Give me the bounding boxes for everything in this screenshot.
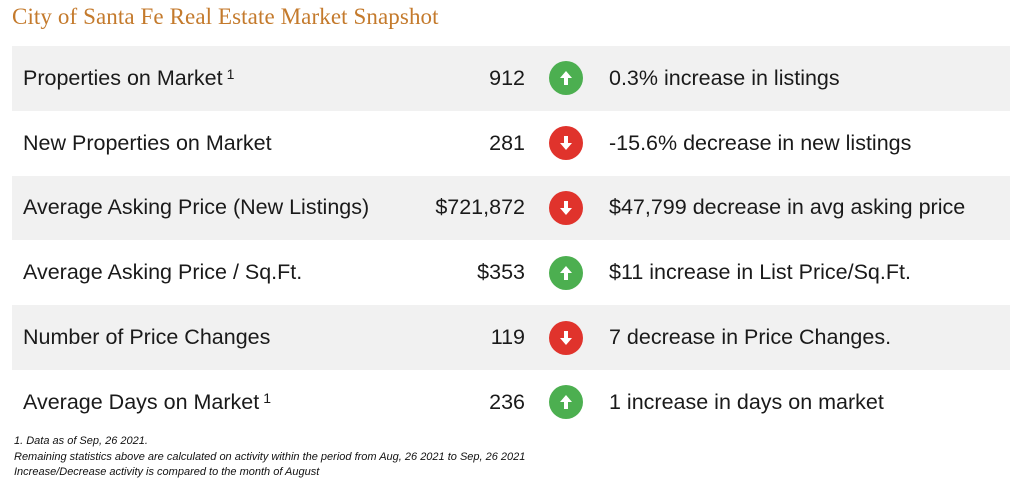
row-label-text: Properties on Market (23, 65, 223, 90)
footnotes: 1. Data as of Sep, 26 2021. Remaining st… (14, 434, 525, 481)
row-label: Average Asking Price (New Listings) (23, 176, 369, 241)
table-row: New Properties on Market 281 -15.6% decr… (12, 111, 1010, 176)
footnote-marker: 1 (263, 390, 272, 407)
arrow-down-circle-icon (549, 190, 583, 225)
row-change: -15.6% decrease in new listings (609, 130, 912, 155)
row-value: 236 (489, 389, 525, 414)
arrow-up-circle-icon (549, 385, 583, 420)
row-change: $11 increase in List Price/Sq.Ft. (609, 260, 911, 285)
footnote-line: Remaining statistics above are calculate… (14, 450, 526, 463)
arrow-up-circle-icon (549, 255, 583, 290)
row-change: $47,799 decrease in avg asking price (609, 195, 966, 220)
row-label-text: Average Asking Price / Sq.Ft. (23, 260, 303, 285)
row-label-text: Average Days on Market (23, 389, 260, 414)
row-value: $721,872 (435, 195, 525, 220)
table-row: Average Asking Price (New Listings) $721… (12, 175, 1010, 241)
row-label: Average Asking Price / Sq.Ft. (23, 240, 302, 305)
table-row: Number of Price Changes 119 7 decrease i… (12, 305, 1010, 370)
table-row: Properties on Market 1 912 0.3% increase … (12, 46, 1010, 111)
row-label-text: Average Asking Price (New Listings) (23, 195, 370, 220)
table-row: Average Asking Price / Sq.Ft. $353 $11 i… (12, 240, 1010, 305)
row-label: Number of Price Changes (23, 305, 270, 370)
arrow-down-circle-icon (549, 126, 583, 161)
table-row: Average Days on Market 1 236 1 increase i… (12, 370, 1010, 435)
footnote-line: Increase/Decrease activity is compared t… (14, 466, 320, 478)
footnote-line: 1. Data as of Sep, 26 2021. (14, 435, 148, 447)
footnote-marker: 1 (226, 66, 235, 83)
page-title: City of Santa Fe Real Estate Market Snap… (12, 4, 439, 29)
row-label: New Properties on Market (23, 111, 272, 176)
row-change: 1 increase in days on market (609, 389, 884, 414)
market-stats-table: Properties on Market 1 912 0.3% increase … (12, 46, 1010, 435)
row-value: 119 (490, 325, 525, 350)
row-label-text: New Properties on Market (23, 130, 272, 155)
arrow-up-circle-icon (549, 61, 583, 96)
row-value: $353 (477, 260, 525, 285)
row-label: Properties on Market 1 (23, 46, 234, 111)
arrow-down-circle-icon (549, 320, 583, 355)
row-value: 912 (489, 65, 525, 90)
row-label: Average Days on Market 1 (23, 370, 271, 435)
row-change: 7 decrease in Price Changes. (609, 325, 892, 350)
row-change: 0.3% increase in listings (609, 65, 840, 90)
row-label-text: Number of Price Changes (23, 325, 271, 350)
row-value: 281 (489, 130, 525, 155)
